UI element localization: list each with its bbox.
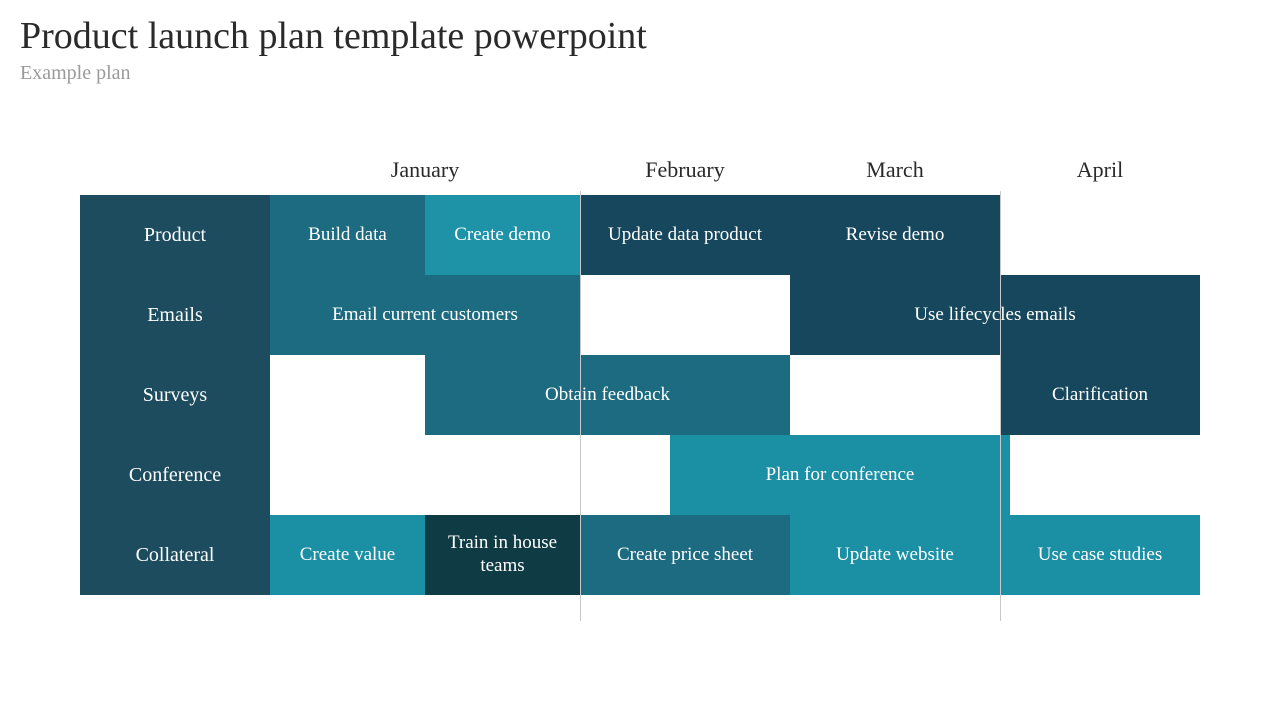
gantt-chart: ProductEmailsSurveysConferenceCollateral… <box>80 145 1200 615</box>
row-label: Emails <box>80 275 270 355</box>
row-label: Conference <box>80 435 270 515</box>
task-bar: Revise demo <box>790 195 1000 275</box>
subtitle: Example plan <box>20 62 131 85</box>
task-bar: Email current customers <box>270 275 580 355</box>
month-header: April <box>1000 145 1200 195</box>
task-bar: Plan for conference <box>670 435 1010 515</box>
row-label: Product <box>80 195 270 275</box>
page-title: Product launch plan template powerpoint <box>20 14 647 58</box>
month-header: March <box>790 145 1000 195</box>
task-bar: Create price sheet <box>580 515 790 595</box>
task-bar: Use case studies <box>1000 515 1200 595</box>
row-label: Collateral <box>80 515 270 595</box>
row-label-column: ProductEmailsSurveysConferenceCollateral <box>80 195 270 595</box>
month-divider <box>1000 191 1001 621</box>
month-header: February <box>580 145 790 195</box>
tasks-area: Build dataCreate demoUpdate data product… <box>270 195 1200 595</box>
task-bar: Train in house teams <box>425 515 580 595</box>
task-bar: Obtain feedback <box>425 355 790 435</box>
task-bar: Build data <box>270 195 425 275</box>
task-bar: Update data product <box>580 195 790 275</box>
task-bar: Create value <box>270 515 425 595</box>
slide: Product launch plan template powerpoint … <box>0 0 1280 720</box>
task-bar: Use lifecycles emails <box>790 275 1200 355</box>
month-header: January <box>270 145 580 195</box>
month-divider <box>580 191 581 621</box>
task-bar: Clarification <box>1000 355 1200 435</box>
task-bar: Update website <box>790 515 1000 595</box>
task-bar: Create demo <box>425 195 580 275</box>
row-label: Surveys <box>80 355 270 435</box>
